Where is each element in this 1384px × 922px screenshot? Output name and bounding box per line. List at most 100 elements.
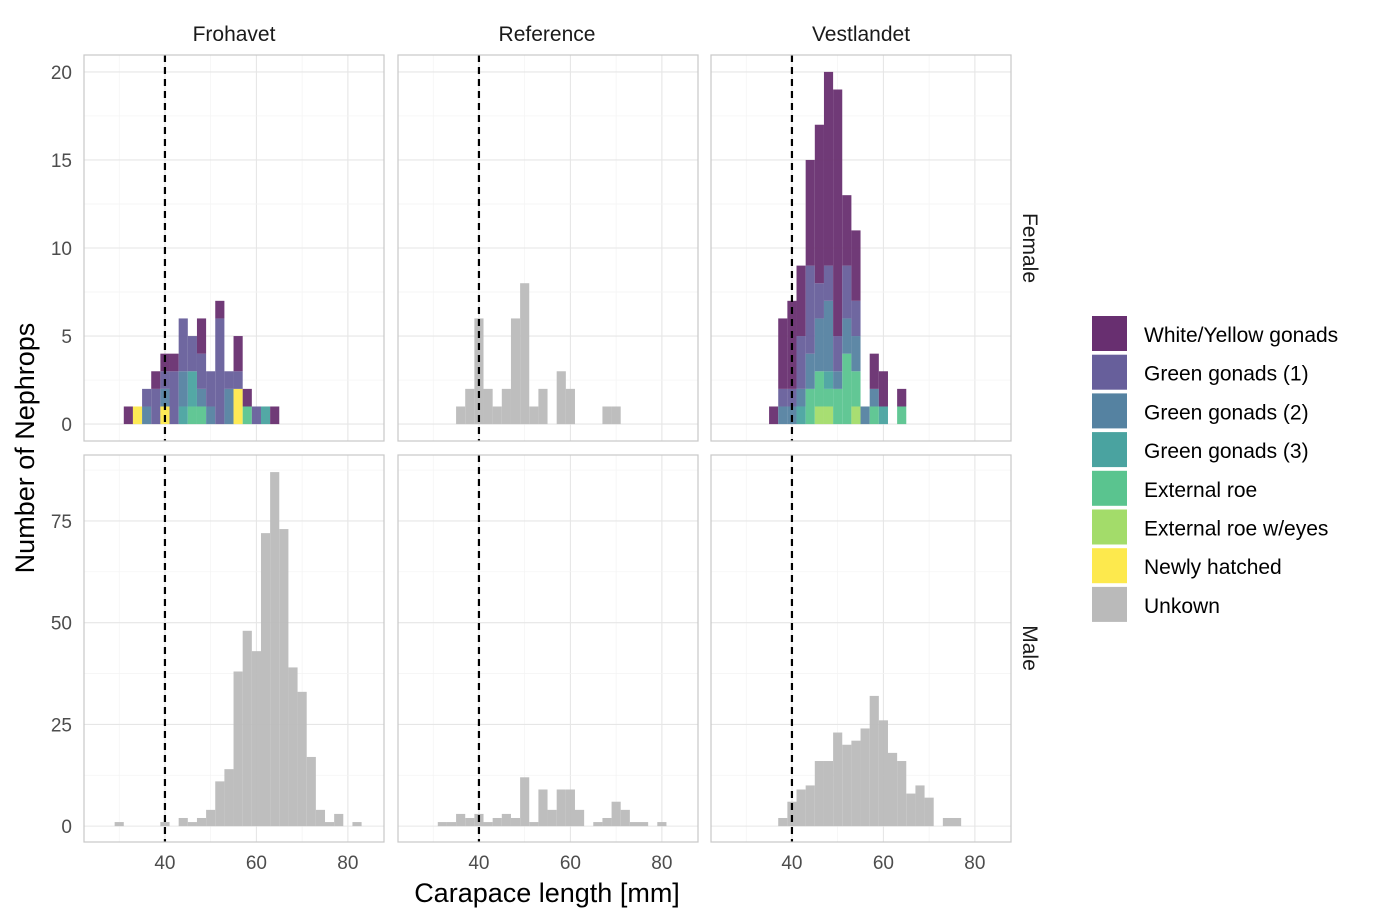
panel-reference-female: [397, 54, 699, 442]
histogram-bar: [814, 761, 824, 827]
legend-item: Newly hatched: [1092, 548, 1282, 584]
panel-vestlandet-female: [710, 54, 1012, 442]
histogram-bar: [796, 406, 806, 425]
histogram-bar: [260, 533, 271, 827]
histogram-bar: [510, 817, 521, 827]
histogram-bar: [851, 300, 861, 337]
x-tick-label: 60: [246, 853, 267, 874]
histogram-bar: [297, 691, 307, 827]
legend-swatch: [1092, 470, 1127, 506]
histogram-bar: [178, 817, 188, 827]
histogram-bar: [602, 817, 612, 827]
histogram-bar: [352, 822, 362, 827]
legend-label: Green gonads (3): [1144, 440, 1309, 463]
histogram-bar: [529, 406, 539, 425]
y-tick-label: 75: [51, 512, 72, 533]
histogram-bar: [169, 353, 179, 372]
histogram-bar: [206, 809, 216, 827]
histogram-bar: [833, 388, 843, 425]
legend-item: Unkown: [1092, 586, 1220, 622]
histogram-bar: [187, 822, 197, 827]
histogram-bar: [602, 406, 612, 425]
legend-label: Unkown: [1144, 595, 1220, 618]
histogram-bar: [851, 230, 861, 301]
histogram-bar: [270, 472, 280, 827]
histogram-bar: [224, 769, 234, 827]
histogram-bar: [315, 809, 326, 827]
histogram-bar: [851, 406, 861, 425]
histogram-bar: [796, 336, 806, 389]
histogram-bar: [501, 388, 511, 425]
x-tick-label: 80: [337, 853, 358, 874]
histogram-bar: [215, 781, 225, 827]
histogram-bar: [833, 336, 843, 372]
histogram-bar: [796, 789, 806, 827]
histogram-bar: [224, 371, 234, 389]
histogram-bar: [823, 300, 834, 372]
histogram-bar: [178, 318, 188, 372]
histogram-bar: [260, 406, 271, 425]
x-axis-title: Carapace length [mm]: [414, 878, 680, 908]
strip-label-reference: Reference: [499, 23, 596, 46]
panel-border: [397, 54, 699, 442]
histogram-bar: [465, 388, 475, 425]
histogram-bar: [437, 822, 447, 827]
histogram-bar: [547, 809, 557, 827]
legend: White/Yellow gonads Green gonads (1) Green…: [1092, 316, 1338, 622]
histogram-bar: [556, 371, 566, 425]
histogram-bar: [196, 406, 207, 425]
x-tick-label: 40: [781, 853, 802, 874]
histogram-bar: [574, 809, 585, 827]
panel-border: [397, 454, 699, 843]
histogram-bar: [620, 809, 630, 827]
histogram-bar: [160, 353, 170, 372]
histogram-bar: [492, 817, 502, 827]
histogram-bar: [123, 406, 133, 425]
histogram-bar: [446, 822, 457, 827]
histogram-bar: [114, 822, 124, 827]
histogram-bar: [520, 777, 530, 827]
histogram-bar: [629, 822, 640, 827]
histogram-bar: [851, 371, 861, 407]
histogram-bar: [805, 159, 815, 266]
legend-label: Green gonads (2): [1144, 401, 1309, 424]
histogram-bar: [805, 388, 815, 425]
histogram-bar: [288, 667, 298, 827]
histogram-bar: [492, 406, 502, 425]
histogram-bar: [251, 651, 261, 827]
histogram-bar: [279, 529, 289, 827]
histogram-bar: [915, 785, 925, 827]
histogram-bar: [611, 406, 621, 425]
x-tick-label: 60: [560, 853, 581, 874]
y-tick-label: 25: [51, 715, 72, 736]
histogram-bar: [196, 353, 207, 389]
histogram-bar: [833, 371, 843, 389]
histogram-bar: [639, 822, 649, 827]
histogram-bar: [456, 406, 466, 425]
histogram-bar: [206, 371, 216, 407]
histogram-bar: [456, 813, 466, 827]
histogram-bar: [887, 752, 898, 827]
histogram-bar: [787, 801, 797, 827]
x-tick-label: 60: [873, 853, 894, 874]
x-tick-label: 40: [154, 853, 175, 874]
histogram-bar: [952, 817, 962, 827]
y-tick-label: 20: [51, 63, 72, 84]
legend-swatch: [1092, 586, 1127, 622]
histogram-bar: [160, 822, 170, 827]
legend-swatch: [1092, 509, 1127, 545]
histogram-bar: [860, 406, 870, 425]
histogram-bar: [860, 728, 870, 827]
histogram-bar: [869, 388, 879, 407]
histogram-bar: [178, 371, 188, 407]
histogram-bar: [233, 388, 243, 425]
histogram-bar: [805, 785, 815, 827]
histogram-bar: [833, 732, 843, 827]
legend-label: Green gonads (1): [1144, 363, 1309, 386]
y-tick-label: 10: [51, 239, 72, 260]
panel-vestlandet-male: 40 60 80: [710, 454, 1012, 874]
histogram-bar: [869, 353, 879, 389]
histogram-bar: [869, 406, 879, 425]
histogram-bar: [842, 318, 852, 354]
